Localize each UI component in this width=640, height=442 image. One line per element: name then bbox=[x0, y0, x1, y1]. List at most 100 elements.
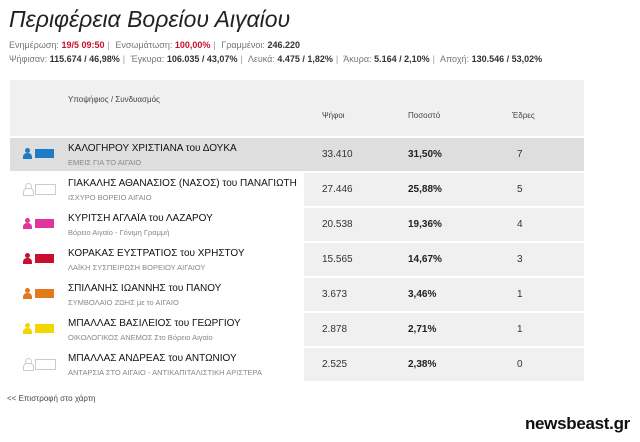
back-to-map-link[interactable]: << Επιστροφή στο χάρτη bbox=[7, 394, 96, 403]
candidate-icon bbox=[22, 253, 56, 264]
candidate-name: ΓΙΑΚΑΛΗΣ ΑΘΑΝΑΣΙΟΣ (ΝΑΣΟΣ) του ΠΑΝΑΓΙΩΤΗ bbox=[68, 178, 297, 189]
candidate-cell: ΚΥΡΙΤΣΗ ΑΓΛΑΪΑ του ΛΑΖΑΡΟΥ Βόρειο Αιγαίο … bbox=[10, 208, 304, 241]
candidate-name: ΚΟΡΑΚΑΣ ΕΥΣΤΡΑΤΙΟΣ του ΧΡΗΣΤΟΥ bbox=[68, 248, 245, 259]
results-cell: 2.878 2,71% 1 bbox=[304, 313, 584, 346]
header-percent: Ποσοστό bbox=[408, 111, 441, 120]
votes-value: 2.525 bbox=[322, 359, 348, 370]
candidate-icon bbox=[22, 288, 56, 299]
results-cell: 2.525 2,38% 0 bbox=[304, 348, 584, 381]
party-color-swatch bbox=[35, 324, 54, 333]
table-row[interactable]: ΚΟΡΑΚΑΣ ΕΥΣΤΡΑΤΙΟΣ του ΧΡΗΣΤΟΥ ΛΑΪΚΗ ΣΥΣΠ… bbox=[10, 243, 584, 276]
candidate-name: ΚΑΛΟΓΗΡΟΥ ΧΡΙΣΤΙΑΝΑ του ΔΟΥΚΑ bbox=[68, 143, 237, 154]
person-icon bbox=[22, 323, 33, 334]
party-name: ΛΑΪΚΗ ΣΥΣΠΕΙΡΩΣΗ ΒΟΡΕΙΟΥ ΑΙΓΑΙΟΥ bbox=[68, 263, 206, 272]
table-row[interactable]: ΜΠΑΛΛΑΣ ΒΑΣΙΛΕΙΟΣ του ΓΕΩΡΓΙΟΥ ΟΙΚΟΛΟΓΙΚΟ… bbox=[10, 313, 584, 346]
table-header: Υποψήφιος / Συνδυασμός Ψήφοι Ποσοστό Έδρ… bbox=[10, 80, 584, 136]
percent-value: 2,38% bbox=[408, 359, 437, 370]
header-seats: Έδρες bbox=[512, 111, 535, 120]
table-row[interactable]: ΚΥΡΙΤΣΗ ΑΓΛΑΪΑ του ΛΑΖΑΡΟΥ Βόρειο Αιγαίο … bbox=[10, 208, 584, 241]
seats-value: 7 bbox=[517, 149, 523, 160]
registered-label: Γραμμένοι: bbox=[221, 40, 265, 50]
results-cell: 3.673 3,46% 1 bbox=[304, 278, 584, 311]
table-row[interactable]: ΓΙΑΚΑΛΗΣ ΑΘΑΝΑΣΙΟΣ (ΝΑΣΟΣ) του ΠΑΝΑΓΙΩΤΗ… bbox=[10, 173, 584, 206]
party-color-swatch bbox=[35, 219, 54, 228]
abstain-label: Αποχή: bbox=[439, 54, 470, 64]
person-icon bbox=[22, 148, 33, 159]
results-cell: 27.446 25,88% 5 bbox=[304, 173, 584, 206]
percent-value: 31,50% bbox=[408, 149, 442, 160]
results-table: Υποψήφιος / Συνδυασμός Ψήφοι Ποσοστό Έδρ… bbox=[10, 80, 584, 381]
candidate-cell: ΚΟΡΑΚΑΣ ΕΥΣΤΡΑΤΙΟΣ του ΧΡΗΣΤΟΥ ΛΑΪΚΗ ΣΥΣΠ… bbox=[10, 243, 304, 276]
seats-value: 4 bbox=[517, 219, 523, 230]
blank-label: Λευκά: bbox=[247, 54, 275, 64]
candidate-name: ΚΥΡΙΤΣΗ ΑΓΛΑΪΑ του ΛΑΖΑΡΟΥ bbox=[68, 213, 213, 224]
valid-value: 106.035 / 43,07% bbox=[166, 54, 238, 64]
person-icon bbox=[22, 358, 34, 371]
percent-value: 2,71% bbox=[408, 324, 437, 335]
party-name: ΟΙΚΟΛΟΓΙΚΟΣ ΑΝΕΜΟΣ Στο Βόρειο Αιγαίο bbox=[68, 333, 213, 342]
percent-value: 14,67% bbox=[408, 254, 442, 265]
party-name: ΑΝΤΑΡΣΙΑ ΣΤΟ ΑΙΓΑΙΟ - ΑΝΤΙΚΑΠΙΤΑΛΙΣΤΙΚΗ … bbox=[68, 368, 262, 377]
seats-value: 3 bbox=[517, 254, 523, 265]
percent-value: 25,88% bbox=[408, 184, 442, 195]
votes-value: 27.446 bbox=[322, 184, 353, 195]
person-icon bbox=[22, 253, 33, 264]
candidate-cell: ΓΙΑΚΑΛΗΣ ΑΘΑΝΑΣΙΟΣ (ΝΑΣΟΣ) του ΠΑΝΑΓΙΩΤΗ… bbox=[10, 173, 304, 206]
abstain-value: 130.546 / 53,02% bbox=[471, 54, 543, 64]
votes-value: 20.538 bbox=[322, 219, 353, 230]
table-row[interactable]: ΜΠΑΛΛΑΣ ΑΝΔΡΕΑΣ του ΑΝΤΩΝΙΟΥ ΑΝΤΑΡΣΙΑ ΣΤΟ… bbox=[10, 348, 584, 381]
votes-value: 15.565 bbox=[322, 254, 353, 265]
person-icon bbox=[22, 218, 33, 229]
candidate-name: ΜΠΑΛΛΑΣ ΑΝΔΡΕΑΣ του ΑΝΤΩΝΙΟΥ bbox=[68, 353, 237, 364]
party-color-swatch bbox=[35, 359, 56, 370]
voted-label: Ψήφισαν: bbox=[9, 54, 48, 64]
page-title: Περιφέρεια Βορείου Αιγαίου bbox=[9, 6, 291, 32]
registered-value: 246.220 bbox=[267, 40, 300, 50]
person-icon bbox=[22, 288, 33, 299]
party-name: Βόρειο Αιγαίο - Γόνιμη Γραμμή bbox=[68, 228, 170, 237]
party-name: ΕΜΕΙΣ ΓΙΑ ΤΟ ΑΙΓΑΙΟ bbox=[68, 158, 142, 167]
voted-value: 115.674 / 46,98% bbox=[49, 54, 120, 64]
party-color-swatch bbox=[35, 184, 56, 195]
percent-value: 3,46% bbox=[408, 289, 437, 300]
seats-value: 5 bbox=[517, 184, 523, 195]
results-cell: 20.538 19,36% 4 bbox=[304, 208, 584, 241]
candidate-icon bbox=[22, 358, 56, 371]
newsbeast-logo: newsbeast.gr bbox=[524, 414, 630, 433]
candidate-cell: ΜΠΑΛΛΑΣ ΑΝΔΡΕΑΣ του ΑΝΤΩΝΙΟΥ ΑΝΤΑΡΣΙΑ ΣΤΟ… bbox=[10, 348, 304, 381]
party-name: ΙΣΧΥΡΟ ΒΟΡΕΙΟ ΑΙΓΑΙΟ bbox=[68, 193, 152, 202]
percent-value: 19,36% bbox=[408, 219, 442, 230]
updated-value: 19/5 09:50 bbox=[61, 40, 105, 50]
candidate-icon bbox=[22, 183, 56, 196]
seats-value: 0 bbox=[517, 359, 523, 370]
results-cell: 15.565 14,67% 3 bbox=[304, 243, 584, 276]
stats-line-2: Ψήφισαν: 115.674 / 46,98% | Έγκυρα: 106.0… bbox=[9, 54, 543, 64]
counted-label: Ενσωμάτωση: bbox=[115, 40, 173, 50]
counted-value: 100,00% bbox=[174, 40, 211, 50]
header-votes: Ψήφοι bbox=[322, 111, 345, 120]
valid-label: Έγκυρα: bbox=[130, 54, 165, 64]
votes-value: 33.410 bbox=[322, 149, 353, 160]
candidate-cell: ΜΠΑΛΛΑΣ ΒΑΣΙΛΕΙΟΣ του ΓΕΩΡΓΙΟΥ ΟΙΚΟΛΟΓΙΚΟ… bbox=[10, 313, 304, 346]
party-color-swatch bbox=[35, 289, 54, 298]
blank-value: 4.475 / 1,82% bbox=[277, 54, 333, 64]
person-icon bbox=[22, 183, 34, 196]
votes-value: 2.878 bbox=[322, 324, 348, 335]
seats-value: 1 bbox=[517, 324, 523, 335]
party-color-swatch bbox=[35, 149, 54, 158]
results-cell: 33.410 31,50% 7 bbox=[304, 138, 584, 171]
candidate-cell: ΚΑΛΟΓΗΡΟΥ ΧΡΙΣΤΙΑΝΑ του ΔΟΥΚΑ ΕΜΕΙΣ ΓΙΑ Τ… bbox=[10, 138, 304, 171]
table-row[interactable]: ΣΠΙΛΑΝΗΣ ΙΩΑΝΝΗΣ του ΠΑΝΟΥ ΣΥΜΒΟΛΑΙΟ ΖΩΗΣ… bbox=[10, 278, 584, 311]
party-color-swatch bbox=[35, 254, 54, 263]
table-row[interactable]: ΚΑΛΟΓΗΡΟΥ ΧΡΙΣΤΙΑΝΑ του ΔΟΥΚΑ ΕΜΕΙΣ ΓΙΑ Τ… bbox=[10, 138, 584, 171]
invalid-label: Άκυρα: bbox=[343, 54, 372, 64]
updated-label: Ενημέρωση: bbox=[9, 40, 59, 50]
candidate-name: ΣΠΙΛΑΝΗΣ ΙΩΑΝΝΗΣ του ΠΑΝΟΥ bbox=[68, 283, 222, 294]
invalid-value: 5.164 / 2,10% bbox=[374, 54, 430, 64]
party-name: ΣΥΜΒΟΛΑΙΟ ΖΩΗΣ με το ΑΙΓΑΙΟ bbox=[68, 298, 179, 307]
candidate-icon bbox=[22, 148, 56, 159]
stats-line-1: Ενημέρωση: 19/5 09:50 | Ενσωμάτωση: 100,0… bbox=[9, 40, 300, 50]
candidate-icon bbox=[22, 218, 56, 229]
votes-value: 3.673 bbox=[322, 289, 348, 300]
candidate-name: ΜΠΑΛΛΑΣ ΒΑΣΙΛΕΙΟΣ του ΓΕΩΡΓΙΟΥ bbox=[68, 318, 241, 329]
